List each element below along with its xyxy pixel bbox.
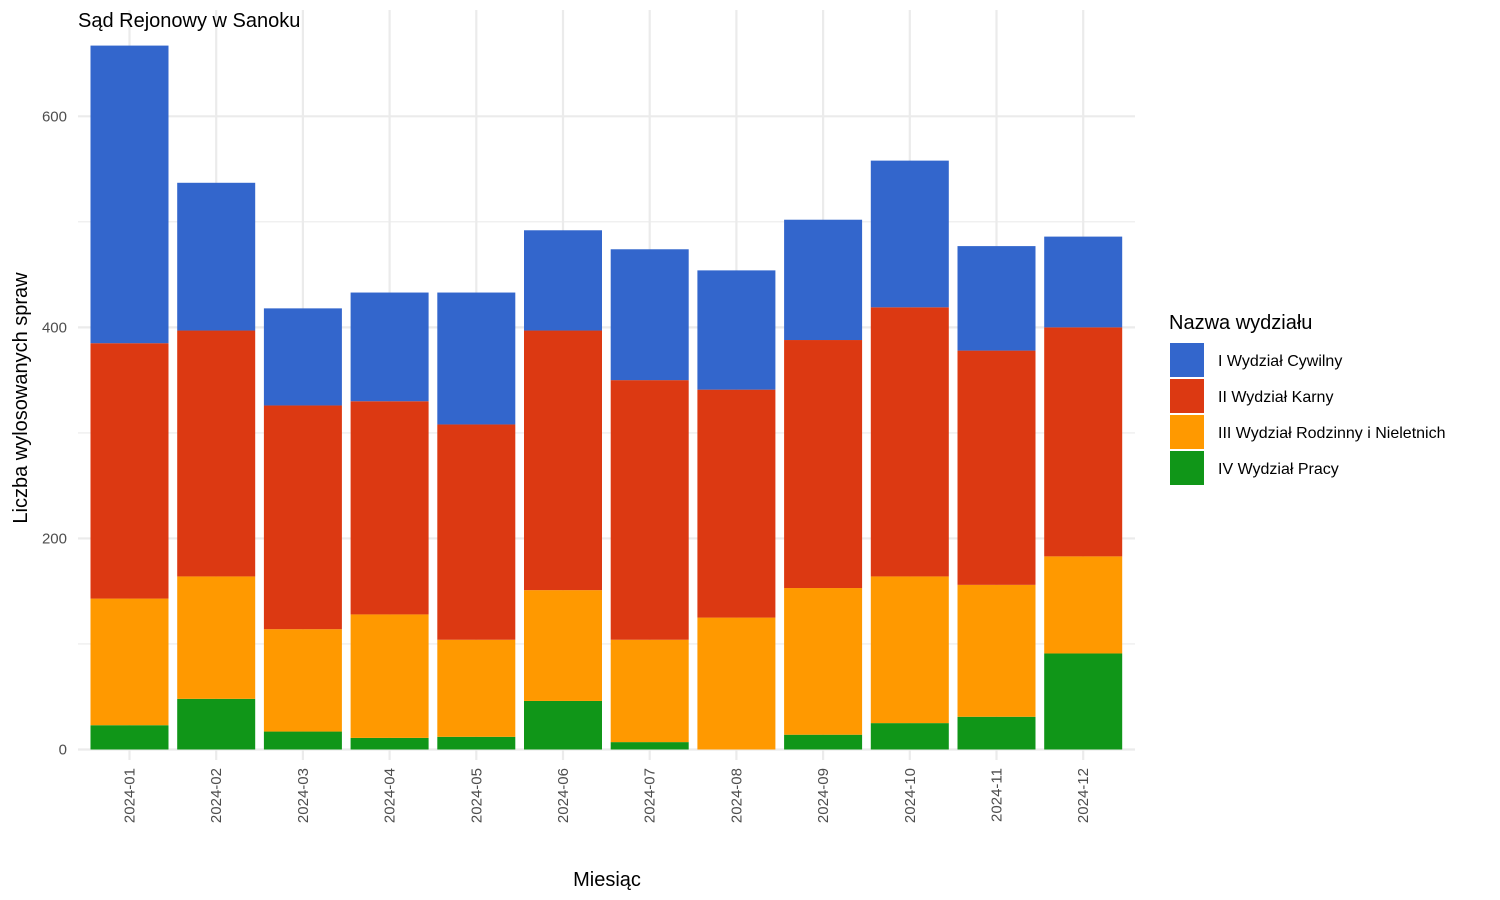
bar-segment bbox=[177, 330, 256, 577]
bar-segment bbox=[90, 343, 169, 599]
x-tick-label: 2024-09 bbox=[815, 768, 832, 823]
x-tick-label: 2024-11 bbox=[989, 768, 1006, 822]
bar-segment bbox=[263, 308, 342, 406]
bar-segment bbox=[870, 576, 949, 724]
bar-segment bbox=[177, 698, 256, 750]
bar-segment bbox=[957, 246, 1036, 351]
bar-segment bbox=[957, 716, 1036, 750]
bar-segment bbox=[870, 160, 949, 308]
chart-title: Sąd Rejonowy w Sanoku bbox=[78, 10, 300, 32]
legend-swatch bbox=[1170, 343, 1204, 377]
bar-segment bbox=[350, 292, 429, 402]
bar-segment bbox=[610, 380, 689, 640]
x-tick-label: 2024-01 bbox=[122, 768, 139, 823]
bar-segment bbox=[610, 249, 689, 381]
x-tick-label: 2024-08 bbox=[728, 768, 745, 823]
bar-segment bbox=[1044, 327, 1123, 557]
x-tick-label: 2024-02 bbox=[208, 768, 225, 823]
bar-segment bbox=[524, 700, 602, 750]
bar-segment bbox=[90, 725, 169, 750]
bar-segment bbox=[957, 584, 1036, 717]
bar-segment bbox=[870, 307, 949, 577]
x-tick-label: 2024-10 bbox=[902, 768, 919, 823]
bar-segment bbox=[350, 737, 429, 750]
bar-segment bbox=[697, 617, 776, 750]
y-axis-ticks: 0 200 400 600 bbox=[42, 108, 67, 758]
bar-segment bbox=[957, 350, 1036, 585]
bar-segment bbox=[350, 614, 429, 738]
y-tick-label: 400 bbox=[42, 319, 67, 336]
bar-segment bbox=[177, 576, 256, 699]
legend-label: IV Wydział Pracy bbox=[1218, 461, 1339, 478]
legend-label: II Wydział Karny bbox=[1218, 389, 1333, 406]
bar-segment bbox=[437, 292, 516, 425]
x-axis-ticks: 2024-01 2024-02 2024-03 2024-04 2024-05 2024-… bbox=[122, 768, 1093, 823]
bar-segment bbox=[90, 45, 169, 344]
bar-segment bbox=[437, 736, 516, 750]
bar-segment bbox=[524, 330, 602, 591]
x-tick-label: 2024-03 bbox=[295, 768, 312, 823]
y-tick-label: 600 bbox=[42, 108, 67, 125]
y-tick-label: 200 bbox=[42, 530, 67, 547]
legend-swatch bbox=[1170, 415, 1204, 449]
bar-segment bbox=[697, 270, 776, 390]
bar-segment bbox=[263, 629, 342, 732]
x-tick-label: 2024-07 bbox=[642, 768, 659, 823]
bar-segment bbox=[784, 219, 863, 341]
y-axis-title: Liczba wylosowanych spraw bbox=[10, 272, 32, 524]
bar-segment bbox=[697, 389, 776, 618]
legend-label: III Wydział Rodzinny i Nieletnich bbox=[1218, 425, 1446, 442]
legend-swatch bbox=[1170, 379, 1204, 413]
bar-segment bbox=[784, 588, 863, 735]
bar-segment bbox=[437, 639, 516, 737]
bar-segment bbox=[610, 639, 689, 743]
bar-segment bbox=[784, 734, 863, 750]
bar-segment bbox=[784, 340, 863, 589]
bar-segment bbox=[90, 598, 169, 726]
x-tick-label: 2024-06 bbox=[555, 768, 572, 823]
bar-segment bbox=[870, 723, 949, 750]
bar-segment bbox=[524, 590, 602, 701]
legend-label: I Wydział Cywilny bbox=[1218, 353, 1342, 370]
bar-segment bbox=[177, 182, 256, 331]
bar-segment bbox=[437, 424, 516, 640]
legend-title: Nazwa wydziału bbox=[1169, 312, 1312, 334]
bar-segment bbox=[263, 731, 342, 750]
bar-segment bbox=[1044, 556, 1123, 654]
bar-segment bbox=[350, 401, 429, 615]
legend-swatch bbox=[1170, 451, 1204, 485]
bar-segment bbox=[263, 405, 342, 630]
bar-segment bbox=[610, 742, 689, 750]
x-tick-label: 2024-04 bbox=[382, 768, 399, 823]
x-tick-label: 2024-12 bbox=[1075, 768, 1092, 823]
x-axis-title: Miesiąc bbox=[573, 869, 641, 891]
bars bbox=[90, 45, 1123, 750]
legend: Nazwa wydziału I Wydział Cywilny II Wydzi… bbox=[1169, 312, 1446, 485]
bar-segment bbox=[1044, 236, 1123, 328]
bar-segment bbox=[524, 230, 602, 331]
bar-segment bbox=[1044, 653, 1123, 750]
y-tick-label: 0 bbox=[59, 742, 67, 759]
x-tick-label: 2024-05 bbox=[468, 768, 485, 823]
